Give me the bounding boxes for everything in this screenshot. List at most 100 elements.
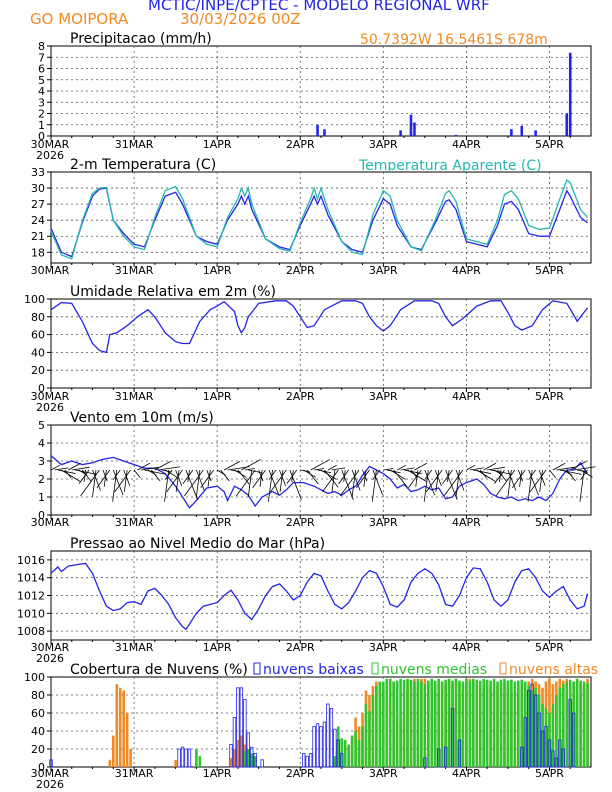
wind-vector [286,469,298,484]
cloud-bar-nuvens-baixas [547,739,552,768]
cloud-bar-nuvens-baixas [312,726,316,768]
cloud-bar-nuvens-medias [572,681,575,767]
wind-vector [363,469,367,487]
wind-vector [580,469,593,478]
rh-ytick-label: 100 [24,293,45,306]
cloud-bar-nuvens-baixas [340,753,344,768]
temp-line-temperatura-aparente-c- [50,178,588,260]
temp-xtick-label: 30MAR [31,264,70,277]
wind-vector [371,469,377,502]
wind-vector [539,469,543,492]
wind-vector [184,469,204,497]
cloud-bar-nuvens-medias [243,750,247,767]
wind-vector [154,461,171,471]
wind-vector [306,469,319,485]
cloud-bar-nuvens-baixas [558,739,562,768]
legend-label-2: nuvens altas [509,662,598,678]
location-text: 50.7392W 16.5461S 678m [360,32,548,48]
wind-vector [445,469,458,500]
temp-xtick-label: 2APR [286,264,315,277]
wind-vector [279,469,286,486]
rh-xtick-label: 1APR [203,390,232,403]
cloud-bar-nuvens-altas [229,758,233,767]
cloud-bar-nuvens-baixas [336,739,341,768]
cloud-bar-nuvens-medias [247,749,250,767]
wind-vector [549,469,556,479]
cloud-bar-nuvens-medias [402,679,406,767]
precip-year-label: 2026 [36,149,64,162]
cloud-bar-nuvens-medias [385,678,389,767]
rh-title: Umidade Relativa em 2m (%) [70,284,276,300]
cloud-bar-nuvens-altas [108,759,112,767]
rh-ytick-label: 60 [31,329,45,342]
precip-bar [454,134,458,136]
cloud-bar-nuvens-medias [253,756,257,767]
rh-xtick-label: 4APR [452,390,481,403]
wind-vector [490,469,513,475]
wind-vector [96,469,111,489]
wind-vector [195,469,201,497]
cloud-bar-nuvens-medias [375,686,378,767]
wind-vector [324,469,339,488]
cloud-bar-nuvens-medias [472,678,475,767]
temp-ytick-label: 18 [31,246,45,259]
cloud-bar-nuvens-medias [392,681,395,767]
cloud-bar-nuvens-medias [420,681,423,767]
wind-vector [114,469,131,493]
wind-vector [331,469,336,492]
cloud-bar-nuvens-altas [125,713,129,767]
clouds-title: Cobertura de Nuvens (%) [70,662,248,678]
clouds-xtick-label: 31MAR [115,767,154,780]
wind-vector [78,469,90,484]
cloud-bar-nuvens-baixas [571,712,576,768]
precip-ytick-label: 7 [38,51,45,64]
rh-line-umidade-relativa [50,300,589,354]
wind-vector [71,466,90,471]
pressure-xtick-label: 2APR [286,641,315,654]
pressure-ytick-label: 1016 [17,554,45,567]
wind-xtick-label: 3APR [369,516,398,529]
cloud-bar-nuvens-medias [586,683,589,767]
temp-title: 2-m Temperatura (C) [70,157,216,173]
precip-ytick-label: 2 [38,108,45,121]
cloud-bar-nuvens-medias [343,740,347,767]
cloud-bar-nuvens-medias [444,679,447,767]
wind-title: Vento em 10m (m/s) [70,410,214,426]
wind-vector [207,469,211,487]
wind-vector [220,469,230,482]
cloud-bar-nuvens-medias [499,679,503,767]
cloud-bar-nuvens-medias [478,680,482,767]
cloud-bar-nuvens-baixas [526,690,531,768]
wind-vector [469,467,484,471]
cloud-bar-nuvens-medias [523,681,527,767]
wind-vector [137,462,151,471]
wind-vector [322,469,339,493]
clouds-ytick-label: 0 [38,761,45,774]
cloud-bar-nuvens-baixas [315,723,320,768]
wind-vector [425,469,443,493]
wind-vector [133,469,141,479]
cloud-bar-nuvens-medias [551,704,555,767]
cloud-bar-nuvens-baixas [301,753,306,768]
precip-bar [316,124,319,136]
wind-vector [92,469,97,497]
cloud-bar-nuvens-medias [517,680,520,767]
cloud-bar-nuvens-medias [568,679,572,767]
chart-title: MCTIC/INPE/CPTEC - MODELO REGIONAL WRF [148,0,490,14]
wind-vector [424,469,436,496]
rh-xtick-label: 2APR [286,390,315,403]
temp-ytick-label: 33 [31,166,45,179]
wind-vector [331,467,346,471]
cloud-bar-nuvens-baixas [551,750,555,768]
wind-vector [200,469,215,489]
cloud-bar-nuvens-medias [447,678,451,767]
wind-vector [528,469,539,496]
rh-year-label: 2026 [36,401,64,414]
precip-xtick-label: 1APR [203,138,232,151]
cloud-bar-nuvens-baixas [520,746,524,768]
wind-vector [435,469,440,492]
precip-xtick-label: 31MAR [115,138,154,151]
clouds-ytick-label: 20 [31,743,45,756]
rh-xtick-label: 5APR [535,390,564,403]
cloud-bar-nuvens-baixas [530,683,534,768]
